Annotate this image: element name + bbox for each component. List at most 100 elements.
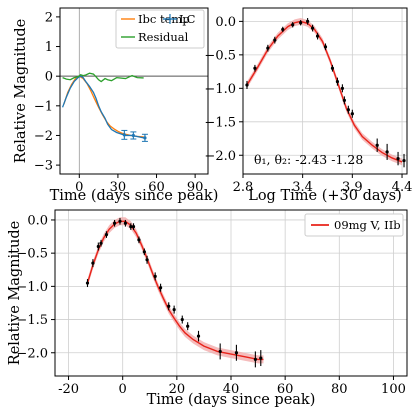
panel-b: 2.8 3.4 3.9 4.4 −2.0 −1.5 −1.0 −0.5 0.0 θ₁, θ₂: … xyxy=(204,7,412,204)
panel-c-data-point xyxy=(96,244,100,249)
panel-a-ytick-label: 0 xyxy=(45,70,53,85)
panel-c-xtick-label: 20 xyxy=(169,382,186,397)
panel-c-ytick-label: 0.0 xyxy=(27,213,48,228)
panel-c-data-point xyxy=(131,225,136,229)
panel-a-legend-box xyxy=(115,9,205,49)
panel-b-xtick-label: 3.9 xyxy=(342,180,363,195)
lc-line xyxy=(61,75,144,139)
panel-c-data-point xyxy=(180,317,184,322)
panel-c-data-point xyxy=(85,281,90,285)
panel-c-ytick-label: −0.5 xyxy=(16,247,48,262)
panel-c-data-point xyxy=(159,286,163,290)
panel-c-data-point xyxy=(99,241,103,245)
panel-b-data-point xyxy=(346,108,350,112)
panel-b-data-point xyxy=(323,45,328,49)
panel-c-xlabel: Time (days since peak) xyxy=(147,392,316,408)
panel-b-grid xyxy=(242,8,407,174)
panel-c-data-point xyxy=(123,221,127,225)
panel-b-data-point xyxy=(281,27,285,32)
legend-lc-swatch xyxy=(163,14,177,24)
legend-09mg-label: 09mg V, IIb xyxy=(334,218,401,232)
panel-b-xtick-label: 2.8 xyxy=(233,180,254,195)
panel-b-data-point xyxy=(402,159,406,163)
panel-b-ytick-label: 0.0 xyxy=(215,15,236,30)
panel-a-ytick-label: 1 xyxy=(45,40,53,55)
panel-c-xtick-label: 40 xyxy=(223,382,240,397)
model-uncertainty-band xyxy=(246,18,403,166)
panel-a-frame xyxy=(59,7,209,175)
panel-b-data-point xyxy=(385,150,389,154)
model-line xyxy=(86,220,264,361)
panel-b-ytick-label: −1.5 xyxy=(204,115,236,130)
panel-c-legend-box xyxy=(304,213,404,237)
panel-c-data-point xyxy=(91,261,95,265)
panel-c-data-point xyxy=(234,351,239,355)
panel-b-data-point xyxy=(335,80,340,84)
panel-c-plot-layer xyxy=(55,210,407,376)
panel-c-data-point xyxy=(259,356,263,360)
panel-b-data-point xyxy=(306,19,310,23)
panel-b-ytick-label: −0.5 xyxy=(204,48,236,63)
panel-c-ticks: -20 0 20 40 60 80 100 −2.0 −1.5 −1.0 −0.5 0.0 xyxy=(16,213,405,397)
panel-a-plot-layer xyxy=(60,8,208,174)
panel-c-ytick-label: −1.5 xyxy=(16,313,48,328)
panel-c-data-point xyxy=(253,357,257,361)
panel-c-grid xyxy=(55,210,407,376)
panel-c-data-point xyxy=(167,304,171,308)
ibc-temp-line xyxy=(63,75,144,138)
panel-a-xtick-label: 30 xyxy=(110,180,127,195)
model-line xyxy=(246,20,403,163)
panel-b-ytick-label: −2.0 xyxy=(204,149,236,164)
panel-c-data-point xyxy=(172,308,176,312)
panel-b-frame xyxy=(242,7,408,175)
panel-c-data-point xyxy=(153,274,157,278)
panel-c-data-point xyxy=(218,349,222,354)
panel-b-data-point xyxy=(396,157,400,161)
legend-lc-label: LC xyxy=(179,12,196,26)
panel-a-xtick-label: 60 xyxy=(148,180,165,195)
panel-a-xtick-label: 90 xyxy=(187,180,204,195)
panel-a-ytick-label: −1 xyxy=(34,99,53,114)
panel-b-xtick-label: 4.4 xyxy=(392,180,413,195)
panel-b-plot-layer xyxy=(242,8,407,174)
panel-c-data-point xyxy=(129,225,133,229)
panel-c-data-point xyxy=(142,250,146,254)
panel-b-data-point xyxy=(245,83,249,87)
model-uncertainty-band xyxy=(87,217,264,364)
panel-b-data-point xyxy=(266,46,270,50)
panel-b-xtick-label: 3.4 xyxy=(292,180,313,195)
panel-b-xlabel: Log Time (+30 days) xyxy=(248,188,402,204)
panel-a-ytick-label: 2 xyxy=(45,10,53,25)
panel-c-xtick-label: 100 xyxy=(381,382,406,397)
panel-b-data-point xyxy=(299,21,303,25)
panel-b-data-point xyxy=(340,86,344,90)
panel-c-data-point xyxy=(186,324,190,328)
panel-c-data-point xyxy=(104,232,109,237)
panel-b-data-point xyxy=(310,26,315,30)
panel-c-data-point xyxy=(118,219,122,223)
lc-data-point xyxy=(122,133,126,137)
panel-c-data-point xyxy=(137,238,141,242)
panel-c-xtick-label: -20 xyxy=(58,382,79,397)
panel-b-ytick-label: −1.0 xyxy=(204,82,236,97)
panel-a-legend: Ibc temp LC Residual xyxy=(115,9,205,49)
panel-b-ticks: 2.8 3.4 3.9 4.4 −2.0 −1.5 −1.0 −0.5 0.0 xyxy=(204,15,412,195)
panel-c-data-point xyxy=(145,258,149,262)
panel-c: -20 0 20 40 60 80 100 −2.0 −1.5 −1.0 −0.5 0.0 09mg … xyxy=(7,209,408,408)
panel-a-ticks: 0 30 60 90 −3 −2 −1 0 1 2 xyxy=(34,10,204,195)
lc-data-point xyxy=(131,133,135,138)
panel-c-data-point xyxy=(196,334,201,338)
panel-c-ytick-label: −2.0 xyxy=(16,346,48,361)
panel-a-ylabel: Relative Magnitude xyxy=(13,19,29,163)
panel-c-data-point xyxy=(112,221,117,225)
panel-b-data-point xyxy=(330,66,335,70)
panel-b-data-point xyxy=(342,98,346,102)
panel-c-ylabel: Relative Magnitude xyxy=(7,221,23,365)
panel-a: 0 30 60 90 −3 −2 −1 0 1 2 Ibc temp LC Residual Ti… xyxy=(13,7,218,204)
panel-b-data-point xyxy=(253,66,257,70)
panel-c-legend: 09mg V, IIb xyxy=(304,213,404,237)
panel-c-xtick-label: 60 xyxy=(277,382,294,397)
lc-data-point xyxy=(143,136,147,140)
panel-c-xtick-label: 80 xyxy=(331,382,348,397)
